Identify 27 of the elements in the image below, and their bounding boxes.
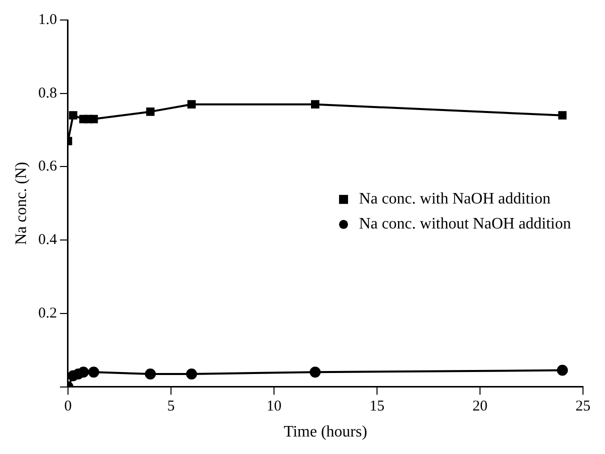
y-tick-label: 0.6 bbox=[38, 158, 58, 175]
x-tick-label: 20 bbox=[472, 398, 488, 415]
y-tick-label: 0.4 bbox=[38, 232, 58, 248]
point bbox=[187, 100, 196, 109]
point bbox=[186, 368, 198, 380]
y-tick-label: 0.8 bbox=[38, 85, 57, 102]
point bbox=[310, 366, 321, 378]
y-tick-label: 1.0 bbox=[38, 12, 57, 28]
x-tick-label: 15 bbox=[369, 398, 384, 415]
y-tick-label: 0.2 bbox=[38, 305, 57, 322]
point bbox=[144, 368, 156, 380]
x-tick-label: 0 bbox=[64, 398, 72, 415]
point bbox=[78, 366, 89, 378]
point bbox=[68, 111, 78, 120]
x-tick-label: 10 bbox=[266, 398, 282, 415]
legend-label: Na conc. with NaOH addition bbox=[359, 190, 551, 208]
point bbox=[558, 111, 567, 120]
point bbox=[310, 100, 320, 109]
legend-label: Na conc. without NaOH addition bbox=[359, 216, 571, 233]
x-tick-label: 5 bbox=[167, 398, 175, 415]
x-tick-label: 25 bbox=[576, 398, 590, 415]
point bbox=[556, 364, 568, 376]
point bbox=[90, 114, 98, 124]
point bbox=[146, 108, 155, 116]
point bbox=[88, 366, 100, 378]
y-axis-title: Na conc. (N) bbox=[12, 162, 30, 245]
x-axis-title: Time (hours) bbox=[284, 424, 368, 441]
